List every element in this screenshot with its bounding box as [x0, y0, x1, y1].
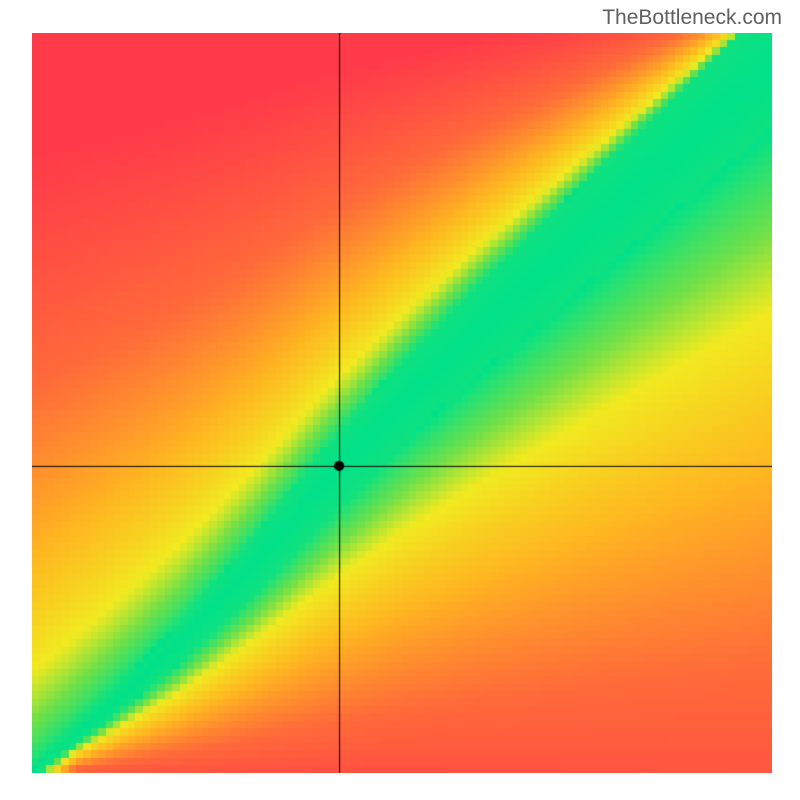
chart-container: { "attribution": { "text": "TheBottlenec… [0, 0, 800, 800]
attribution-text: TheBottleneck.com [602, 6, 782, 30]
bottleneck-heatmap [32, 33, 772, 773]
